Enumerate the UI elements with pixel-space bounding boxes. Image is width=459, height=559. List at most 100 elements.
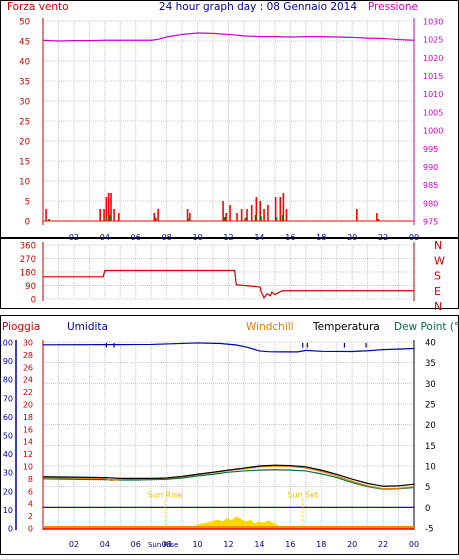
wind-direction-panel [0,238,459,309]
x-tick-label: 14 [254,233,264,242]
x-tick-label-bottom: 20 [347,540,357,549]
rain-tick-label: 16 [23,425,33,434]
legend-temperatura: Temperatura [312,321,380,333]
marks-layer [42,32,415,530]
pressure-tick-label: 975 [423,218,438,227]
rain-tick-label: 12 [23,450,33,459]
rain-tick-label: 8 [28,475,33,484]
rain-tick-label: 18 [23,413,33,422]
humidity-tick-label: 50 [3,432,13,441]
wind-tick-label: 0 [25,218,30,228]
wind-tick-label: 30 [19,98,30,108]
compass-label: E [434,285,441,298]
x-tick-label: 10 [192,233,202,242]
pressure-tick-label: 1000 [423,127,443,136]
x-tick-label: 18 [316,233,326,242]
legend-windchill: Windchill [246,321,294,333]
rain-tick-label: 4 [28,500,33,509]
wind-tick-label: 35 [19,78,30,88]
grid-layer [15,18,415,530]
x-tick-label: 00 [409,233,419,242]
pressure-tick-label: 1015 [423,72,443,81]
pressure-tick-label: 1010 [423,90,443,99]
temperature-tick-label: 15 [425,442,436,452]
x-tick-label-bottom: 08 [162,540,172,549]
direction-tick-label: 360 [20,242,36,252]
wind-tick-label: 40 [19,58,30,68]
x-tick-label: 16 [285,233,295,242]
temperature-tick-label: -5 [425,525,433,535]
windchill-line [42,465,415,490]
x-tick-extra-label: Sun Rise [148,541,178,549]
x-tick-label: 22 [378,233,388,242]
direction-tick-label: 270 [20,255,36,265]
x-tick-label: 04 [100,233,110,242]
wind-tick-label: 20 [19,138,30,148]
compass-label: N [434,300,442,313]
rain-tick-label: 6 [28,487,33,496]
legend-umidita: Umidita [67,321,108,333]
humidity-tick-label: 100 [0,339,13,348]
humidity-tick-label: 30 [3,469,13,478]
humidity-line [42,342,415,353]
compass-label: S [434,270,441,283]
wind-tick-label: 45 [19,38,30,48]
rain-tick-label: 20 [23,401,33,410]
compass-label: N [434,239,442,252]
wind-tick-label: 15 [19,158,30,168]
direction-tick-label: 0 [31,296,36,306]
wind-tick-label: 10 [19,178,30,188]
pressure-tick-label: 985 [423,181,438,190]
x-tick-label-bottom: 10 [192,540,202,549]
temperature-tick-label: 35 [425,359,436,369]
x-tick-label-bottom: 04 [100,540,110,549]
pressure-line [42,32,415,42]
humidity-tick-label: 90 [3,357,13,366]
legend-pioggia: Pioggia [2,321,40,333]
x-tick-label-bottom: 02 [69,540,79,549]
wind-pressure-panel [0,0,459,238]
legend-dew-point: Dew Point (°C [394,321,459,333]
humidity-tick-label: 20 [3,487,13,496]
direction-tick-label: 180 [20,269,36,279]
x-tick-label-bottom: 06 [131,540,141,549]
temperature-tick-label: 10 [425,463,436,473]
x-tick-label: 20 [347,233,357,242]
rain-tick-label: 26 [23,363,33,372]
x-tick-label: 06 [131,233,141,242]
compass-label: W [434,254,445,267]
dewpoint-line [42,469,415,490]
pressure-axis-label: Pressione [368,1,418,13]
pressure-tick-label: 990 [423,163,438,172]
solar-area [194,516,278,527]
pressure-tick-label: 980 [423,199,438,208]
temperature-tick-label: 5 [425,483,430,493]
x-tick-label: 12 [223,233,233,242]
x-tick-label-bottom: 18 [316,540,326,549]
rain-tick-label: 10 [23,463,33,472]
direction-line [43,269,414,299]
tick-labels-layer: 0510152025303540455097598098599099510001… [0,18,445,550]
wind-tick-label: 25 [19,118,30,128]
x-tick-label-bottom: 00 [409,540,419,549]
humidity-tick-label: 40 [3,450,13,459]
rain-tick-label: 14 [23,438,33,447]
chart-title: 24 hour graph day : 08 Gennaio 2014 [159,1,357,13]
temperature-line [42,464,415,487]
wind-axis-label: Forza vento [7,1,69,13]
humidity-tick-label: 10 [3,506,13,515]
pressure-tick-label: 1025 [423,36,443,45]
x-tick-label-bottom: 14 [254,540,264,549]
direction-tick-label: 90 [25,282,36,292]
wind-tick-label: 50 [19,18,30,28]
rain-tick-label: 0 [28,525,33,534]
humidity-tick-label: 80 [3,376,13,385]
temperature-tick-label: 25 [425,401,436,411]
sunrise-label: Sun Rise [148,490,183,499]
temperature-tick-label: 30 [425,380,436,390]
humidity-tick-label: 0 [8,525,13,534]
pressure-tick-label: 995 [423,145,438,154]
pressure-tick-label: 1020 [423,54,443,63]
rain-tick-label: 30 [23,339,33,348]
